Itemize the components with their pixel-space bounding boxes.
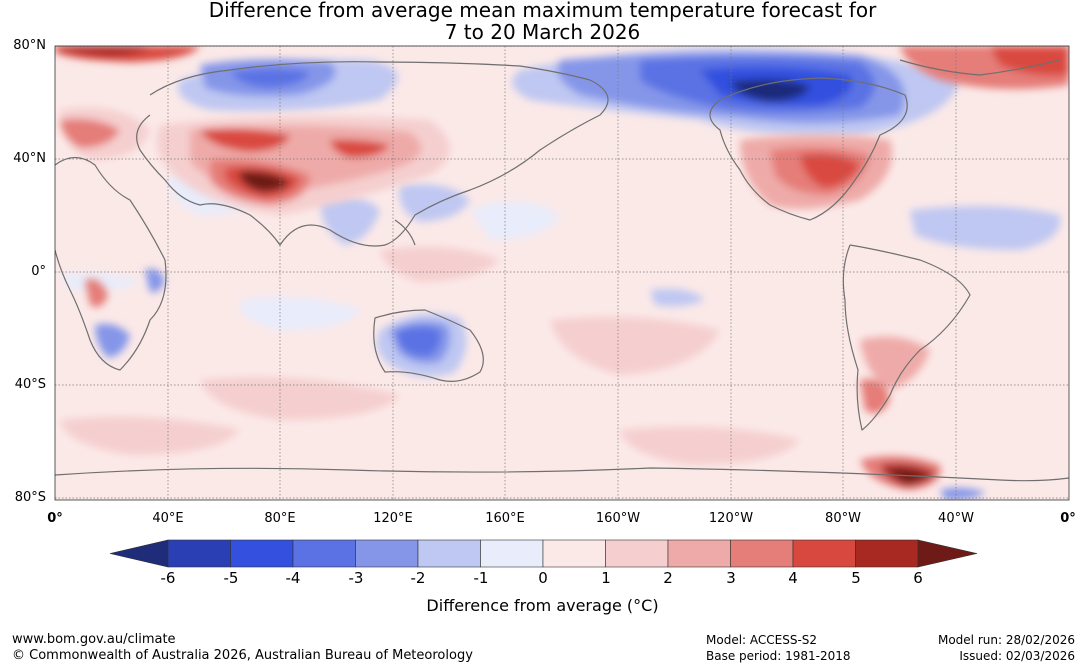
colorbar-segment: [730, 539, 794, 568]
lon-label: 40°E: [152, 511, 184, 526]
colorbar-tick: -5: [223, 569, 239, 587]
lon-label: 120°W: [708, 511, 754, 526]
colorbar-tick: 6: [913, 569, 923, 587]
colorbar-segment: [605, 539, 669, 568]
lat-label: 40°N: [13, 151, 46, 166]
colorbar-segment: [480, 539, 544, 568]
colorbar-segment: [230, 539, 294, 568]
colorbar-tick: 5: [851, 569, 861, 587]
lon-label: 0°: [47, 511, 63, 526]
colorbar-tick: 2: [663, 569, 673, 587]
colorbar-segment: [542, 539, 606, 568]
map-frame: [54, 45, 1070, 501]
colorbar-extend-high: [917, 539, 978, 568]
colorbar-segment: [667, 539, 731, 568]
lon-label: 120°E: [373, 511, 413, 526]
continent-coastlines: [55, 59, 1069, 482]
colorbar-segment: [167, 539, 231, 568]
colorbar-label: Difference from average (°C): [426, 596, 659, 615]
temperature-anomaly-field: [55, 46, 1069, 500]
lon-label: 80°E: [264, 511, 296, 526]
lon-label: 0°: [1060, 511, 1076, 526]
colorbar-tick: -4: [285, 569, 301, 587]
footer-model: Model: ACCESS-S2: [706, 633, 818, 647]
colorbar-segment: [355, 539, 419, 568]
footer-run-info: Model run: 28/02/2026 Issued: 02/03/2026: [938, 632, 1075, 664]
colorbar-segment: [292, 539, 356, 568]
title-line-1: Difference from average mean maximum tem…: [208, 0, 877, 22]
lon-label: 80°W: [825, 511, 861, 526]
footer-base-period: Base period: 1981-2018: [706, 649, 851, 663]
lon-label: 160°W: [595, 511, 641, 526]
colorbar-extend-low: [109, 539, 169, 568]
lat-label: 40°S: [14, 377, 46, 392]
footer-credits: www.bom.gov.au/climate © Commonwealth of…: [12, 632, 473, 664]
title-line-2: 7 to 20 March 2026: [444, 20, 641, 44]
colorbar-segment: [417, 539, 481, 568]
footer-copyright: © Commonwealth of Australia 2026, Austra…: [12, 648, 473, 663]
lon-label: 40°W: [938, 511, 974, 526]
colorbar-segment: [792, 539, 856, 568]
colorbar-tick: 1: [601, 569, 611, 587]
colorbar: [109, 539, 978, 568]
lat-label: 80°S: [14, 490, 46, 505]
warm-anomaly-regions: [55, 46, 1069, 490]
lat-label: 80°N: [13, 38, 46, 53]
colorbar-tick: 4: [788, 569, 798, 587]
footer-model-info: Model: ACCESS-S2 Base period: 1981-2018: [706, 632, 851, 664]
colorbar-segment: [855, 539, 919, 568]
lat-label: 0°: [31, 264, 46, 279]
colorbar-tick: 3: [726, 569, 736, 587]
colorbar-tick: -1: [473, 569, 489, 587]
map-title: Difference from average mean maximum tem…: [0, 0, 1085, 43]
footer-issued: Issued: 02/03/2026: [959, 649, 1075, 663]
colorbar-tick: -3: [348, 569, 364, 587]
colorbar-tick: -2: [410, 569, 426, 587]
footer-model-run: Model run: 28/02/2026: [937, 633, 1075, 647]
colorbar-tick: 0: [538, 569, 548, 587]
lon-label: 160°E: [485, 511, 525, 526]
colorbar-tick: -6: [160, 569, 176, 587]
footer-url: www.bom.gov.au/climate: [12, 632, 176, 647]
